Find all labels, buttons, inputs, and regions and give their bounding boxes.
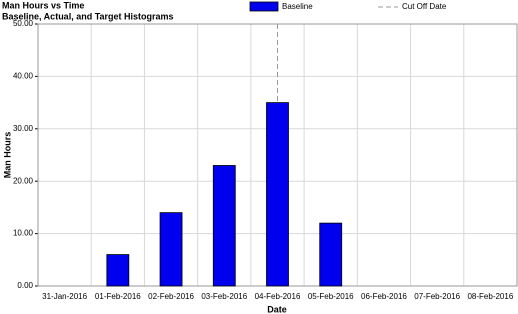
x-tick-label: 06-Feb-2016 (361, 292, 407, 301)
chart-subtitle: Baseline, Actual, and Target Histograms (2, 11, 174, 21)
bar (212, 165, 236, 287)
x-tick-label: 05-Feb-2016 (308, 292, 354, 301)
bar (266, 102, 289, 287)
y-tick-label: 10.00 (13, 229, 34, 238)
x-axis-title: Date (267, 304, 287, 314)
bar (106, 254, 130, 287)
bar (159, 212, 183, 287)
x-tick-label: 03-Feb-2016 (201, 292, 247, 301)
legend-swatch (249, 1, 279, 12)
legend-label: Baseline (282, 2, 313, 11)
legend-label: Cut Off Date (402, 2, 447, 11)
x-tick-label: 02-Feb-2016 (148, 292, 194, 301)
x-tick-label: 01-Feb-2016 (95, 292, 141, 301)
x-tick-label: 08-Feb-2016 (467, 292, 513, 301)
y-tick-label: 40.00 (13, 72, 34, 81)
y-tick-label: 50.00 (13, 19, 34, 28)
x-tick-label: 04-Feb-2016 (255, 292, 301, 301)
y-tick-label: 30.00 (13, 124, 34, 133)
y-axis-title: Man Hours (2, 132, 12, 179)
bar (319, 222, 343, 287)
x-tick-label: 31-Jan-2016 (42, 292, 87, 301)
y-tick-label: 0.00 (17, 281, 33, 290)
y-tick-label: 20.00 (13, 176, 34, 185)
x-tick-label: 07-Feb-2016 (414, 292, 460, 301)
chart-title: Man Hours vs Time (2, 0, 84, 10)
